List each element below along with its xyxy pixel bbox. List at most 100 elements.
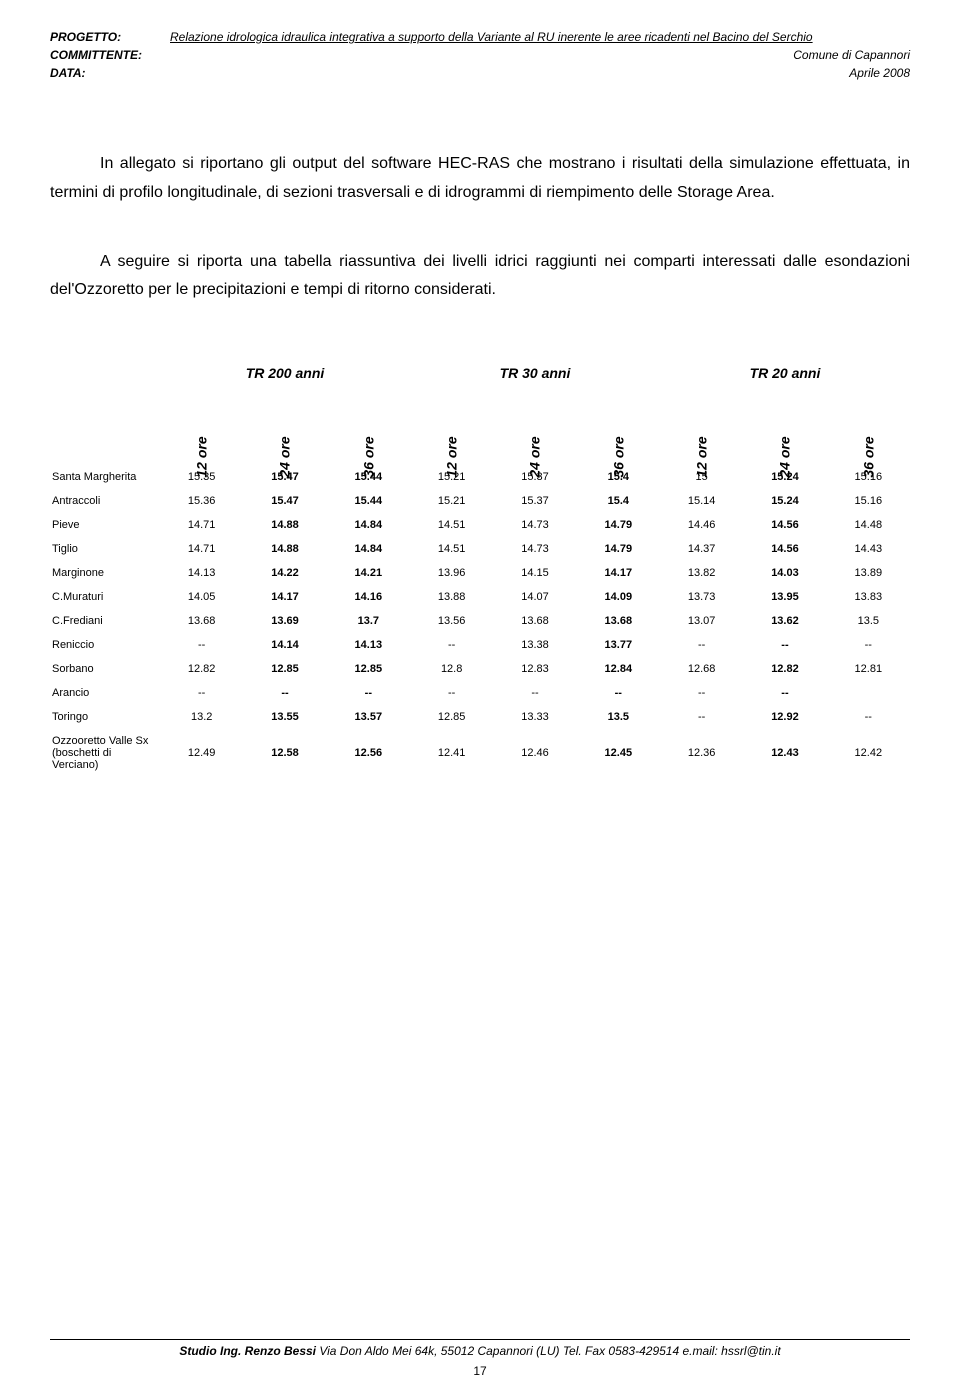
col-header-label: 24 ore bbox=[777, 437, 793, 478]
table-cell: 14.88 bbox=[243, 537, 326, 561]
table-cell: 15.14 bbox=[660, 489, 743, 513]
row-label: Toringo bbox=[50, 705, 160, 729]
table-cell: 13.83 bbox=[827, 585, 910, 609]
header-row-data: DATA: Aprile 2008 bbox=[50, 66, 910, 80]
page-footer: Studio Ing. Renzo Bessi Via Don Aldo Mei… bbox=[50, 1339, 910, 1378]
table-cell: 14.84 bbox=[327, 537, 410, 561]
footer-address: Via Don Aldo Mei 64k, 55012 Capannori (L… bbox=[316, 1344, 781, 1358]
table-cell: 13.7 bbox=[327, 609, 410, 633]
table-cell: 14.79 bbox=[577, 537, 660, 561]
table-cell: 14.43 bbox=[827, 537, 910, 561]
table-cell: 15.47 bbox=[243, 489, 326, 513]
table-cell: 14.56 bbox=[743, 537, 826, 561]
table-cell: -- bbox=[410, 681, 493, 705]
table-row: Sorbano12.8212.8512.8512.812.8312.8412.6… bbox=[50, 657, 910, 681]
table-cell: 12.85 bbox=[410, 705, 493, 729]
table-cell: 14.56 bbox=[743, 513, 826, 537]
table-cell: 14.05 bbox=[160, 585, 243, 609]
table-head: TR 200 anni TR 30 anni TR 20 anni 12 ore… bbox=[50, 365, 910, 465]
row-label: Tiglio bbox=[50, 537, 160, 561]
table-group-row: TR 200 anni TR 30 anni TR 20 anni bbox=[50, 365, 910, 385]
footer-studio: Studio Ing. Renzo Bessi bbox=[179, 1344, 316, 1358]
row-label: Santa Margherita bbox=[50, 465, 160, 489]
table-cell: 15.24 bbox=[743, 489, 826, 513]
table-cell: 14.46 bbox=[660, 513, 743, 537]
table-cell: 14.79 bbox=[577, 513, 660, 537]
table-row: Antraccoli15.3615.4715.4415.2115.3715.41… bbox=[50, 489, 910, 513]
header-row-committente: COMMITTENTE: Comune di Capannori bbox=[50, 48, 910, 62]
footer-line: Studio Ing. Renzo Bessi Via Don Aldo Mei… bbox=[50, 1339, 910, 1358]
table-cell: 13.2 bbox=[160, 705, 243, 729]
table-row: Marginone14.1314.2214.2113.9614.1514.171… bbox=[50, 561, 910, 585]
table-cell: 14.37 bbox=[660, 537, 743, 561]
table-row: Arancio---------------- bbox=[50, 681, 910, 705]
table-cell: 12.36 bbox=[660, 729, 743, 777]
table-cell: 12.41 bbox=[410, 729, 493, 777]
table-cell: 14.17 bbox=[577, 561, 660, 585]
row-label: Reniccio bbox=[50, 633, 160, 657]
col-header-label: 12 ore bbox=[694, 437, 710, 478]
table-cell: 12.58 bbox=[243, 729, 326, 777]
table-cell: -- bbox=[743, 633, 826, 657]
table-cell: 13.5 bbox=[577, 705, 660, 729]
row-label: Antraccoli bbox=[50, 489, 160, 513]
results-table-container: TR 200 anni TR 30 anni TR 20 anni 12 ore… bbox=[50, 365, 910, 777]
table-row: Pieve14.7114.8814.8414.5114.7314.7914.46… bbox=[50, 513, 910, 537]
table-cell: 13.88 bbox=[410, 585, 493, 609]
table-cell: 13.69 bbox=[243, 609, 326, 633]
table-row: C.Frediani13.6813.6913.713.5613.6813.681… bbox=[50, 609, 910, 633]
table-row: Toringo13.213.5513.5712.8513.3313.5--12.… bbox=[50, 705, 910, 729]
table-cell: -- bbox=[160, 681, 243, 705]
col-header-label: 24 ore bbox=[277, 437, 293, 478]
header-row-progetto: PROGETTO: Relazione idrologica idraulica… bbox=[50, 30, 910, 44]
table-cell: 14.71 bbox=[160, 513, 243, 537]
table-cell: 14.03 bbox=[743, 561, 826, 585]
document-header: PROGETTO: Relazione idrologica idraulica… bbox=[50, 30, 910, 80]
table-cell: 15.16 bbox=[827, 489, 910, 513]
table-cell: 14.88 bbox=[243, 513, 326, 537]
table-cell bbox=[827, 681, 910, 705]
table-cell: 13.95 bbox=[743, 585, 826, 609]
table-cell: 12.85 bbox=[243, 657, 326, 681]
table-cell: 13.38 bbox=[493, 633, 576, 657]
table-cell: 12.85 bbox=[327, 657, 410, 681]
results-table: TR 200 anni TR 30 anni TR 20 anni 12 ore… bbox=[50, 365, 910, 777]
table-cell: 14.51 bbox=[410, 537, 493, 561]
table-cell: 14.16 bbox=[327, 585, 410, 609]
col-header-label: 12 ore bbox=[444, 437, 460, 478]
table-body: Santa Margherita15.3515.4715.4415.2115.3… bbox=[50, 465, 910, 777]
table-cell: 12.46 bbox=[493, 729, 576, 777]
table-cell: 12.81 bbox=[827, 657, 910, 681]
table-cell: 14.48 bbox=[827, 513, 910, 537]
table-cell: 15.21 bbox=[410, 489, 493, 513]
table-row: Ozzooretto Valle Sx (boschetti di Vercia… bbox=[50, 729, 910, 777]
table-cell: -- bbox=[577, 681, 660, 705]
col-header: 36 ore bbox=[327, 385, 410, 465]
data-label: DATA: bbox=[50, 66, 170, 80]
committente-value: Comune di Capannori bbox=[170, 48, 910, 62]
col-header: 36 ore bbox=[577, 385, 660, 465]
col-header: 24 ore bbox=[243, 385, 326, 465]
table-cell: 14.09 bbox=[577, 585, 660, 609]
col-header-label: 36 ore bbox=[360, 437, 376, 478]
table-cell: 12.49 bbox=[160, 729, 243, 777]
col-header: 24 ore bbox=[743, 385, 826, 465]
table-cell: -- bbox=[660, 633, 743, 657]
table-cell: 13.68 bbox=[160, 609, 243, 633]
col-header: 12 ore bbox=[410, 385, 493, 465]
table-cell: 14.73 bbox=[493, 537, 576, 561]
table-subheader-row: 12 ore24 ore36 ore12 ore24 ore36 ore12 o… bbox=[50, 385, 910, 465]
table-cell: 13.56 bbox=[410, 609, 493, 633]
table-cell: -- bbox=[827, 633, 910, 657]
table-cell: 13.57 bbox=[327, 705, 410, 729]
paragraph-1: In allegato si riportano gli output del … bbox=[50, 150, 910, 208]
table-cell: 12.45 bbox=[577, 729, 660, 777]
table-cell: 12.68 bbox=[660, 657, 743, 681]
table-cell: 15.37 bbox=[493, 489, 576, 513]
group-tr200: TR 200 anni bbox=[160, 365, 410, 385]
progetto-label: PROGETTO: bbox=[50, 30, 170, 44]
paragraph-2: A seguire si riporta una tabella riassun… bbox=[50, 248, 910, 306]
table-cell: 14.13 bbox=[160, 561, 243, 585]
table-cell: 14.07 bbox=[493, 585, 576, 609]
table-cell: 15.44 bbox=[327, 489, 410, 513]
